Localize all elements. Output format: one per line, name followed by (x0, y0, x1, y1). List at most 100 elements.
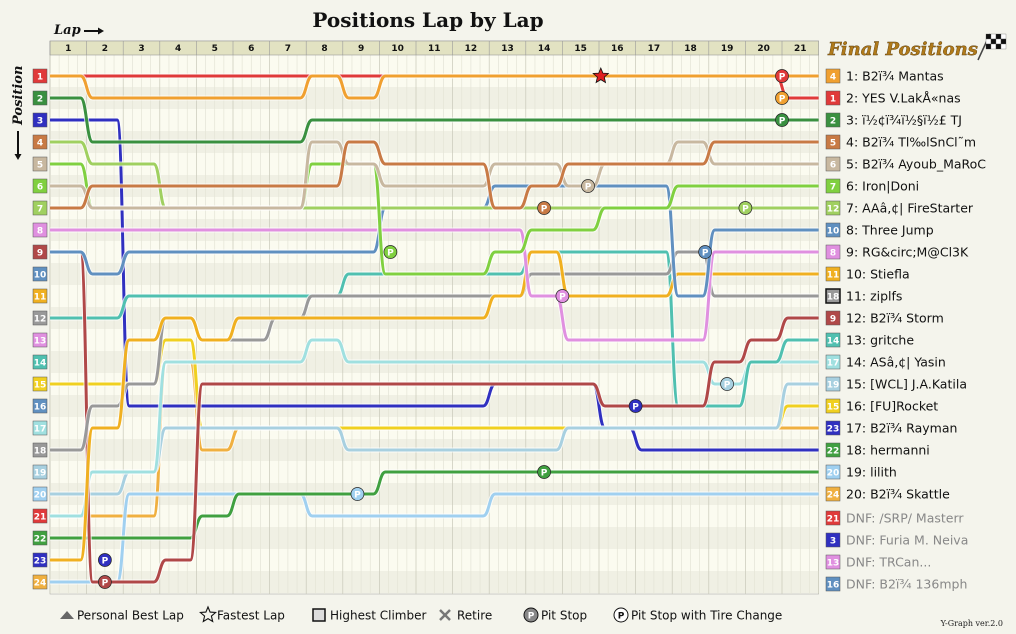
position-badge (32, 442, 48, 458)
final-badge-number: 15 (827, 403, 840, 413)
position-badge (32, 530, 48, 546)
flag-cell (995, 43, 1002, 50)
series-line (50, 492, 819, 584)
pit-stop-marker (738, 201, 753, 215)
flag-cell (1000, 38, 1007, 45)
position-tick-label: 24 (34, 579, 47, 589)
final-position-name: 15: [WCL] J.A.Katila (846, 377, 967, 392)
final-badge (825, 90, 841, 106)
position-badge (32, 244, 48, 260)
position-badge (32, 68, 48, 84)
lap-tick-label: 15 (574, 44, 587, 54)
plot-area (49, 40, 819, 595)
position-badge (32, 354, 48, 370)
x-axis-label: Lap (53, 23, 81, 38)
pit-stop-tire-change-icon (613, 607, 629, 623)
pit-stop-letter: P (102, 557, 109, 567)
final-badge (825, 354, 841, 370)
final-position-name: 9: RG&circ;M@Cl3K (846, 245, 969, 260)
flag-cell (995, 38, 1002, 45)
series-line (50, 96, 819, 144)
final-badge (825, 112, 841, 128)
flag-cell (985, 33, 992, 40)
lap-tick-label: 6 (248, 44, 254, 54)
lap-tick-label: 12 (465, 44, 478, 54)
flag-cell (1000, 33, 1007, 40)
lap-tick-label: 7 (285, 44, 291, 54)
position-badge (32, 486, 48, 502)
position-badge (32, 112, 48, 128)
final-position-name: 5: B2ï¾ Ayoub_MaRoC (846, 157, 986, 172)
pit-stop-letter: P (632, 403, 639, 413)
final-badge-number: 19 (827, 381, 840, 391)
final-position-name: 8: Three Jump (846, 223, 934, 238)
pit-stop-letter: P (528, 612, 535, 622)
final-position-name: 1: B2ï¾ Mantas (846, 69, 944, 84)
flag-cell (990, 33, 997, 40)
position-tick-label: 1 (37, 73, 43, 83)
pit-stop-marker (555, 289, 570, 303)
lap-tick-label: 17 (648, 44, 661, 54)
flag-cell (985, 38, 992, 45)
position-tick-label: 3 (37, 117, 43, 127)
flag-cell (995, 33, 1002, 40)
dnf-badge-number: 3 (830, 537, 836, 547)
final-positions-list: 4 1: B2ï¾ Mantas 1 2: YES V.LakÅ«nas 2 3: ï½¢… (825, 69, 986, 502)
dnf-badge-number: 13 (827, 559, 840, 569)
position-tick-label: 4 (37, 139, 43, 149)
position-tick-label: 20 (34, 491, 47, 501)
lap-tick-label: 9 (358, 44, 364, 54)
final-position-name: 4: B2ï¾ Tl‰lSnCl˜m (846, 135, 976, 150)
lap-tick-label: 21 (794, 44, 807, 54)
series-lines (50, 73, 819, 585)
lap-tick-label: 16 (611, 44, 624, 54)
pit-stop-marker (98, 553, 112, 567)
y-axis-label: Position (11, 66, 26, 126)
lap-tick-label: 13 (501, 44, 514, 54)
pit-stop-letter: P (779, 73, 786, 83)
position-badge (32, 508, 48, 524)
lap-tick-label: 4 (175, 44, 181, 54)
pit-stop-icon (523, 607, 539, 623)
final-badge-number: 11 (827, 271, 840, 281)
lap-tick-label: 19 (721, 44, 734, 54)
pit-stop-letter: P (541, 205, 548, 215)
position-tick-label: 18 (34, 447, 47, 457)
lap-tick-label: 5 (212, 44, 218, 54)
pit-stop-letter: P (559, 293, 566, 303)
dnf-name: DNF: /SRP/ Masterr (846, 511, 964, 526)
final-badge-number: 10 (827, 227, 840, 237)
lap-tick-label: 3 (138, 44, 144, 54)
position-badge (32, 178, 48, 194)
dnf-name: DNF: TRCan... (846, 555, 931, 570)
final-position-name: 20: B2ï¾ Skattle (846, 487, 950, 502)
position-tick-label: 13 (34, 337, 47, 347)
lap-tick-label: 1 (65, 44, 71, 54)
final-badge (825, 310, 841, 326)
lap-tick-label: 2 (102, 44, 108, 54)
markers: P P P P P P P P P P P P P P P (98, 66, 789, 589)
final-badge-number: 4 (830, 73, 836, 83)
position-badge (32, 200, 48, 216)
fastest-lap-icon (199, 605, 217, 623)
position-tick-label: 19 (34, 469, 47, 479)
position-badge (32, 332, 48, 348)
final-position-name: 7: AAâ‚¢| FireStarter (846, 201, 974, 216)
legend-label: Personal Best Lap (77, 609, 184, 623)
final-badge (825, 420, 841, 436)
final-badge-number: 20 (827, 469, 840, 479)
pit-stop-marker (775, 69, 789, 83)
position-tick-label: 16 (34, 403, 47, 413)
series-line (50, 382, 819, 496)
final-badge (825, 200, 841, 216)
position-tick-label: 7 (37, 205, 43, 215)
pit-stop-letter: P (387, 249, 394, 259)
dnf-badge-number: 16 (827, 581, 840, 591)
dnf-badge-number: 21 (827, 515, 840, 525)
final-position-name: 14: ASâ‚¢| Yasin (846, 355, 946, 370)
final-badge (825, 156, 841, 172)
position-badge (32, 156, 48, 172)
dnf-name: DNF: B2ï¾ 136mph (846, 577, 967, 592)
position-tick-label: 17 (34, 425, 47, 435)
